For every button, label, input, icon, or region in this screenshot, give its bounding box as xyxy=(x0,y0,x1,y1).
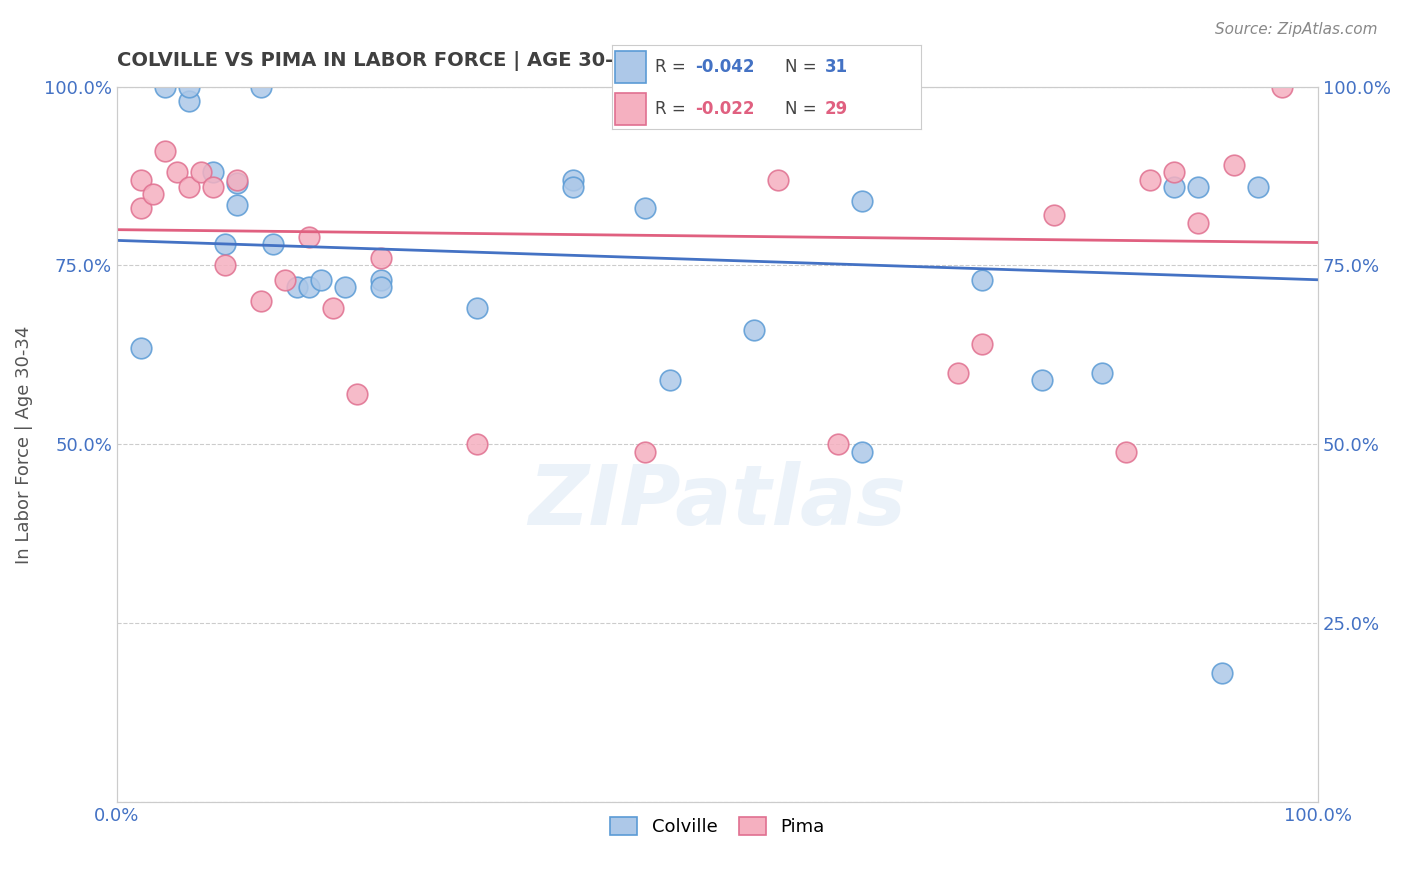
Point xyxy=(766,172,789,186)
Point xyxy=(202,165,225,179)
Point xyxy=(298,280,321,294)
Point xyxy=(335,280,357,294)
Point xyxy=(202,179,225,194)
Point xyxy=(153,79,176,94)
Point xyxy=(562,179,585,194)
Point xyxy=(226,197,249,211)
Point xyxy=(250,79,273,94)
Text: -0.042: -0.042 xyxy=(695,58,755,76)
Point xyxy=(166,165,188,179)
Point xyxy=(465,437,488,451)
Point xyxy=(658,373,681,387)
Point xyxy=(214,237,236,252)
Point xyxy=(465,301,488,316)
Point xyxy=(1271,79,1294,94)
Point xyxy=(1031,373,1053,387)
Point xyxy=(177,79,200,94)
Text: COLVILLE VS PIMA IN LABOR FORCE | AGE 30-34 CORRELATION CHART: COLVILLE VS PIMA IN LABOR FORCE | AGE 30… xyxy=(117,51,880,70)
Point xyxy=(309,273,332,287)
Point xyxy=(1139,172,1161,186)
Point xyxy=(142,186,165,201)
Point xyxy=(1043,208,1066,222)
Point xyxy=(226,176,249,190)
Point xyxy=(226,172,249,186)
Text: ZIPatlas: ZIPatlas xyxy=(529,461,907,542)
Point xyxy=(1115,444,1137,458)
Point xyxy=(1187,215,1209,229)
Text: R =: R = xyxy=(655,58,690,76)
Point xyxy=(370,252,392,266)
Text: N =: N = xyxy=(785,100,821,118)
Point xyxy=(851,194,873,208)
Point xyxy=(129,201,152,215)
Point xyxy=(1223,158,1246,172)
Point xyxy=(851,444,873,458)
Point xyxy=(970,273,993,287)
Point xyxy=(1163,179,1185,194)
Point xyxy=(129,172,152,186)
Point xyxy=(346,387,368,401)
Point xyxy=(370,273,392,287)
Point xyxy=(1211,666,1233,681)
Text: -0.022: -0.022 xyxy=(695,100,755,118)
Point xyxy=(634,444,657,458)
Point xyxy=(1091,366,1114,380)
Point xyxy=(250,294,273,309)
Point xyxy=(177,179,200,194)
Point xyxy=(634,201,657,215)
Point xyxy=(298,229,321,244)
Point xyxy=(1187,179,1209,194)
Point xyxy=(214,259,236,273)
Point xyxy=(177,94,200,108)
Point xyxy=(742,323,765,337)
Point xyxy=(946,366,969,380)
Text: 29: 29 xyxy=(825,100,848,118)
Point xyxy=(827,437,849,451)
Point xyxy=(129,341,152,355)
Text: Source: ZipAtlas.com: Source: ZipAtlas.com xyxy=(1215,22,1378,37)
Y-axis label: In Labor Force | Age 30-34: In Labor Force | Age 30-34 xyxy=(15,326,32,564)
Point xyxy=(1163,165,1185,179)
Point xyxy=(562,172,585,186)
Legend: Colville, Pima: Colville, Pima xyxy=(603,810,832,843)
FancyBboxPatch shape xyxy=(614,93,645,125)
Point xyxy=(970,337,993,351)
Point xyxy=(285,280,308,294)
Text: 31: 31 xyxy=(825,58,848,76)
Point xyxy=(274,273,297,287)
Point xyxy=(1247,179,1270,194)
Text: R =: R = xyxy=(655,100,690,118)
Point xyxy=(370,280,392,294)
Point xyxy=(262,237,284,252)
Point xyxy=(190,165,212,179)
FancyBboxPatch shape xyxy=(614,51,645,83)
Point xyxy=(153,144,176,158)
Text: N =: N = xyxy=(785,58,821,76)
Point xyxy=(322,301,344,316)
